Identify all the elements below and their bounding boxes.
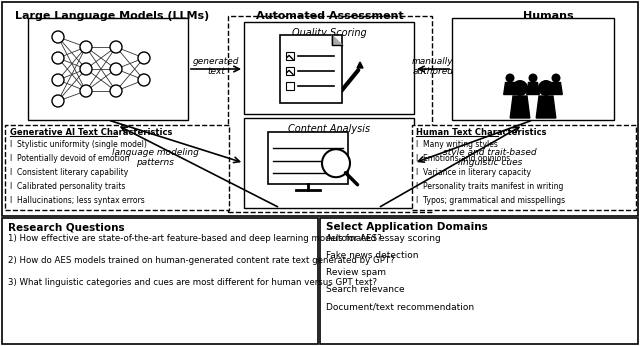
Text: 1) How effective are state-of-the-art feature-based and deep learning models for: 1) How effective are state-of-the-art fe… [8, 234, 381, 243]
Text: Large Language Models (LLMs): Large Language Models (LLMs) [15, 11, 209, 21]
Bar [320, 218, 638, 344]
Circle shape [552, 73, 561, 82]
Bar [5, 125, 229, 210]
Circle shape [322, 149, 350, 177]
Text: Research Questions: Research Questions [8, 222, 125, 232]
Text: I  Hallucinations; less syntax errors: I Hallucinations; less syntax errors [10, 196, 145, 205]
Bar [244, 22, 414, 114]
Text: I  Typos; grammatical and misspellings: I Typos; grammatical and misspellings [416, 196, 565, 205]
Text: Content Analysis: Content Analysis [288, 124, 370, 134]
Text: I  Calibrated personality traits: I Calibrated personality traits [10, 182, 125, 191]
Circle shape [52, 31, 64, 43]
Text: Search relevance: Search relevance [326, 285, 404, 294]
Circle shape [138, 52, 150, 64]
Text: Select Application Domains: Select Application Domains [326, 222, 488, 232]
Circle shape [506, 73, 515, 82]
Circle shape [512, 80, 528, 96]
Text: Humans: Humans [523, 11, 573, 21]
Text: I  Emotions and opinions: I Emotions and opinions [416, 154, 510, 163]
Bar [268, 132, 348, 184]
Text: I  Many writing styles: I Many writing styles [416, 140, 498, 149]
Bar [2, 2, 638, 216]
Text: Document/text recommendation: Document/text recommendation [326, 302, 474, 311]
Circle shape [110, 85, 122, 97]
Circle shape [538, 80, 554, 96]
Text: I  Potentially devoid of emotion: I Potentially devoid of emotion [10, 154, 129, 163]
Circle shape [80, 85, 92, 97]
Text: 2) How do AES models trained on human-generated content rate text generated by G: 2) How do AES models trained on human-ge… [8, 256, 395, 265]
Bar [286, 67, 294, 75]
Bar [28, 18, 188, 120]
Bar [2, 218, 318, 344]
Circle shape [110, 63, 122, 75]
Text: Review spam: Review spam [326, 268, 386, 277]
Text: Generative AI Text Characteristics: Generative AI Text Characteristics [10, 128, 172, 137]
Polygon shape [510, 96, 530, 118]
Bar [286, 52, 294, 61]
Text: Fake news detection: Fake news detection [326, 251, 419, 260]
Circle shape [52, 52, 64, 64]
Polygon shape [357, 62, 363, 68]
Text: generated
text: generated text [193, 57, 239, 76]
Text: I  Consistent literary capability: I Consistent literary capability [10, 168, 128, 177]
Circle shape [138, 74, 150, 86]
Text: style and trait-based
linguistic cues: style and trait-based linguistic cues [443, 148, 537, 167]
Bar [228, 16, 432, 212]
Circle shape [80, 41, 92, 53]
Circle shape [52, 95, 64, 107]
Polygon shape [527, 82, 540, 94]
Bar [244, 118, 414, 208]
Text: Human Text Characteristics: Human Text Characteristics [416, 128, 547, 137]
Polygon shape [536, 96, 556, 118]
Bar [280, 35, 342, 103]
Text: language modeling
patterns: language modeling patterns [111, 148, 198, 167]
Polygon shape [550, 82, 563, 94]
Text: I  Stylistic uniformity (single model): I Stylistic uniformity (single model) [10, 140, 147, 149]
Text: Automated Assessment: Automated Assessment [256, 11, 404, 21]
Text: I  Personality traits manifest in writing: I Personality traits manifest in writing [416, 182, 563, 191]
Text: manually
authored: manually authored [412, 57, 454, 76]
Bar [286, 82, 294, 90]
Circle shape [110, 41, 122, 53]
Bar [452, 18, 614, 120]
Polygon shape [332, 35, 342, 45]
Circle shape [52, 74, 64, 86]
Text: I  Variance in literary capacity: I Variance in literary capacity [416, 168, 531, 177]
Polygon shape [504, 82, 516, 94]
Text: 3) What linguistic categories and cues are most different for human versus GPT t: 3) What linguistic categories and cues a… [8, 278, 377, 287]
Circle shape [80, 63, 92, 75]
Bar [412, 125, 636, 210]
Text: Automated essay scoring: Automated essay scoring [326, 234, 441, 243]
Circle shape [529, 73, 538, 82]
Text: Quality Scoring: Quality Scoring [292, 28, 366, 38]
